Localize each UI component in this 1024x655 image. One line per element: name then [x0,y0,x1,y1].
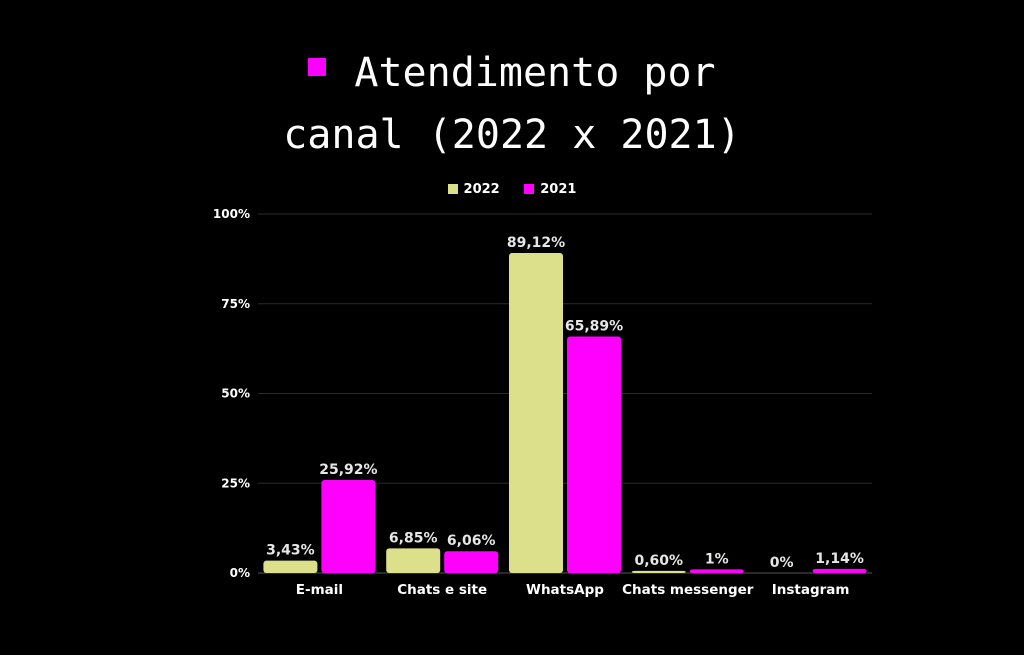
data-label-2021-1: 6,06% [447,533,496,549]
y-tick-label-25: 25% [221,476,250,490]
legend-label-2021: 2021 [540,182,577,197]
data-label-2022-1: 6,85% [389,530,438,546]
bar-2021-4 [812,568,867,573]
chart-title-line-1-text: Atendimento por [354,50,716,96]
data-label-2021-0: 25,92% [319,462,377,478]
y-tick-label-75: 75% [221,297,250,311]
legend-label-2022: 2022 [463,182,500,197]
bar-2021-2 [567,336,621,573]
bar-2022-1 [386,548,441,573]
legend-swatch-2021 [524,184,535,194]
x-category-label-1: Chats e site [397,582,487,598]
chart-title-line-2: canal (2022 x 2021) [283,112,741,158]
bar-2022-2 [509,253,563,573]
data-label-2022-2: 89,12% [507,235,565,251]
legend: 2022 2021 [0,182,1024,197]
y-tick-label-0: 0% [230,566,250,580]
data-label-2022-4: 0% [770,555,794,571]
bar-2021-0 [321,479,376,573]
chart-title: Atendimento por canal (2022 x 2021) [0,42,1024,166]
data-label-2021-2: 65,89% [565,318,623,334]
title-bullet-icon [308,58,327,76]
chart-title-line-1: Atendimento por [0,42,1024,104]
x-category-label-0: E-mail [296,582,343,598]
legend-item-2022: 2022 [447,182,500,197]
bar-2022-3 [631,570,686,573]
data-label-2021-3: 1% [705,551,729,567]
data-label-2022-3: 0,60% [635,553,684,569]
data-label-2021-4: 1,14% [815,551,864,567]
y-tick-label-50: 50% [221,387,250,401]
y-tick-label-100: 100% [213,207,250,221]
legend-item-2021: 2021 [524,182,576,197]
x-category-label-4: Instagram [772,582,850,598]
x-category-label-3: Chats messenger [622,582,754,598]
data-label-2022-0: 3,43% [266,543,315,559]
bar-2022-0 [263,560,318,573]
x-category-label-2: WhatsApp [526,582,604,598]
bar-2021-3 [689,569,744,573]
legend-swatch-2022 [447,184,458,194]
bar-2021-1 [444,551,499,573]
